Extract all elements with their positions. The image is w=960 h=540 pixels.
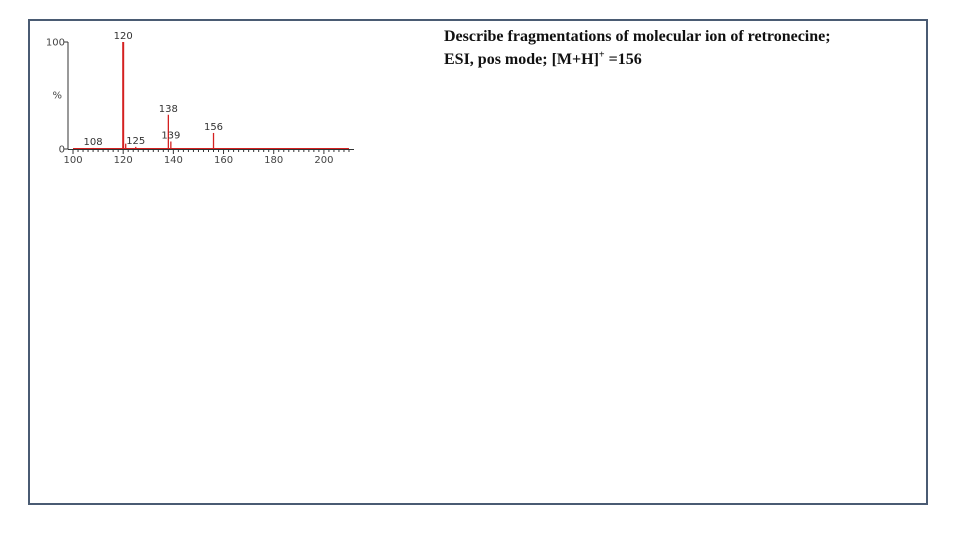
- y-tick-label: 100: [46, 38, 65, 49]
- x-tick-label: 200: [314, 155, 333, 166]
- question-line-2: ESI, pos mode; [M+H]+ =156: [444, 48, 914, 71]
- x-tick-label: 180: [264, 155, 283, 166]
- slide-frame: [28, 19, 928, 505]
- chart-axes: [64, 41, 354, 154]
- question-text: Describe fragmentations of molecular ion…: [444, 25, 914, 71]
- peak-label-156: 156: [204, 122, 223, 133]
- y-tick-label: 0: [59, 145, 65, 156]
- x-tick-label: 160: [214, 155, 233, 166]
- x-tick-label: 100: [63, 155, 82, 166]
- charge-superscript: +: [598, 49, 605, 61]
- peak-label-138: 138: [159, 104, 178, 115]
- peak-label-125: 125: [126, 136, 145, 147]
- x-tick-label: 140: [164, 155, 183, 166]
- question-line-2-main: ESI, pos mode; [M+H]: [444, 51, 599, 68]
- peak-label-108: 108: [84, 137, 103, 148]
- y-axis-label: %: [52, 91, 62, 102]
- chart-peaks: [73, 42, 349, 149]
- x-tick-label: 120: [114, 155, 133, 166]
- question-line-2-value: =156: [604, 51, 642, 68]
- chart-labels: 100 120 140 160 180 2001000%12013815613912510…: [46, 31, 334, 166]
- peak-label-120: 120: [114, 31, 133, 42]
- question-line-1: Describe fragmentations of molecular ion…: [444, 28, 831, 45]
- peak-label-139: 139: [161, 131, 180, 142]
